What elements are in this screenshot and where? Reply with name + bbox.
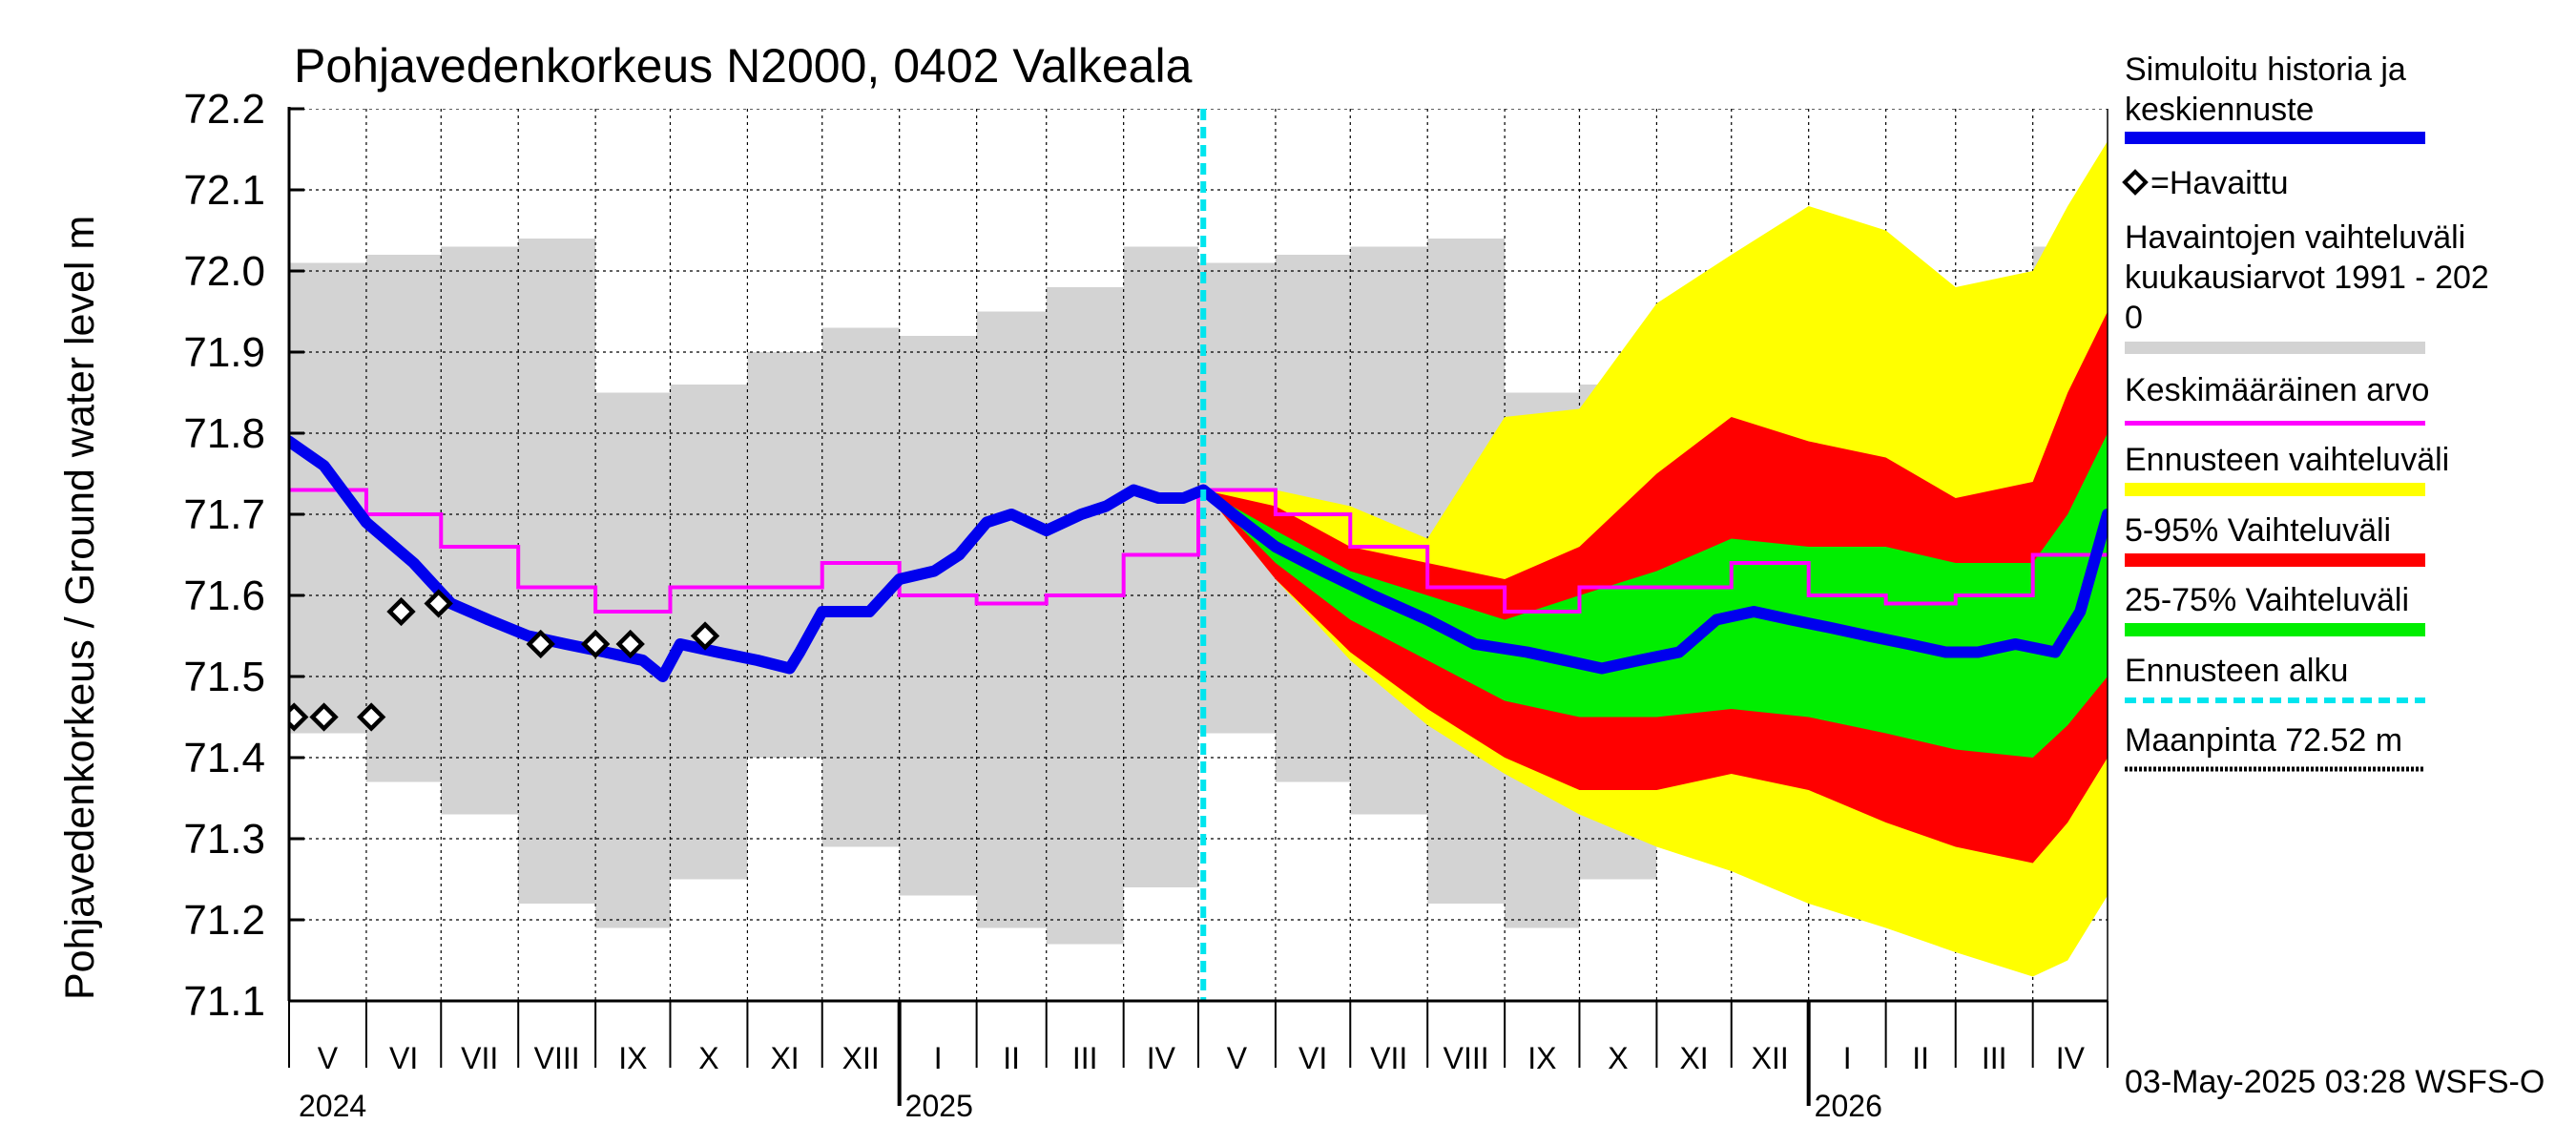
month-label: X <box>1608 1041 1628 1075</box>
y-tick-label: 72.2 <box>183 86 265 133</box>
month-label: XI <box>1679 1041 1708 1075</box>
legend-hist-range-label: kuukausiarvot 1991 - 202 <box>2125 260 2489 296</box>
x-axis: V VI VII VIII IX X XI XII I II III IV V VI VII VIII IX X X… <box>288 109 2109 1123</box>
month-label: VI <box>389 1041 418 1075</box>
timestamp: 03-May-2025 03:28 WSFS-O <box>2125 1064 2545 1100</box>
legend-forecast-range-swatch <box>2125 483 2425 496</box>
legend-mean-label: Keskimääräinen arvo <box>2125 372 2429 408</box>
legend-p5-95-label: 5-95% Vaihteluväli <box>2125 512 2391 549</box>
month-label: V <box>1227 1041 1248 1075</box>
legend: Simuloitu historia ja keskiennuste =Havait… <box>2122 52 2489 772</box>
p25-75-band <box>1203 433 2108 758</box>
month-label: VIII <box>1444 1041 1489 1075</box>
history-range-2024-06 <box>365 255 442 782</box>
mean-line <box>289 488 2108 614</box>
month-label: XI <box>770 1041 799 1075</box>
legend-mean-swatch <box>2125 421 2425 426</box>
y-tick-label: 72.1 <box>183 167 265 214</box>
legend-p5-95-swatch <box>2125 553 2425 567</box>
legend-simulated-swatch <box>2125 132 2425 144</box>
legend-simulated-label: Simuloitu historia ja <box>2125 52 2406 88</box>
history-range-2024-08 <box>518 239 596 904</box>
y-tick-label: 71.4 <box>183 735 265 781</box>
legend-p25-75-swatch <box>2125 623 2425 636</box>
y-tick-label: 71.7 <box>183 491 265 538</box>
month-label: IV <box>2056 1041 2086 1075</box>
observed-point <box>526 629 555 659</box>
observed-point <box>580 629 611 659</box>
plot-area <box>289 109 2108 1001</box>
month-label: XII <box>1752 1041 1789 1075</box>
history-range-2025-01 <box>899 336 977 896</box>
month-label: IX <box>618 1041 647 1075</box>
legend-simulated-label: keskiennuste <box>2125 92 2314 128</box>
month-label: I <box>934 1041 943 1075</box>
month-label: IX <box>1527 1041 1556 1075</box>
month-label: VI <box>1298 1041 1327 1075</box>
y-axis: 71.1 71.2 71.3 71.4 71.5 71.6 71.7 71.8 71.9 72.0… <box>183 86 304 1025</box>
y-axis-label: Pohjavedenkorkeus / Ground water level m <box>57 216 103 1000</box>
y-tick-label: 71.1 <box>183 978 265 1025</box>
observed-point <box>386 596 416 627</box>
legend-hist-range-swatch <box>2125 342 2425 354</box>
y-tick-label: 71.8 <box>183 410 265 457</box>
mean-line-path <box>289 488 2108 614</box>
year-label: 2024 <box>299 1089 366 1123</box>
history-range-2025-04 <box>1123 246 1198 887</box>
month-label: VII <box>461 1041 498 1075</box>
legend-forecast-start-label: Ennusteen alku <box>2125 653 2348 689</box>
legend-forecast-range-label: Ennusteen vaihteluväli <box>2125 442 2449 478</box>
y-tick-label: 71.2 <box>183 897 265 944</box>
month-label: XII <box>842 1041 880 1075</box>
history-range-2024-11 <box>747 352 822 758</box>
history-range-2024-07 <box>441 246 519 815</box>
observed-point <box>690 621 720 651</box>
y-tick-label: 71.6 <box>183 572 265 619</box>
observed-point <box>309 702 339 732</box>
month-label: X <box>698 1041 718 1075</box>
legend-hist-range-label: Havaintojen vaihteluväli <box>2125 219 2465 256</box>
y-tick-label: 71.5 <box>183 654 265 700</box>
history-range-2025-02 <box>976 311 1047 928</box>
month-label: I <box>1843 1041 1852 1075</box>
y-tick-label: 71.9 <box>183 329 265 376</box>
month-label: III <box>1072 1041 1098 1075</box>
y-tick-label: 71.3 <box>183 816 265 863</box>
legend-hist-range-label: 0 <box>2125 300 2143 336</box>
y-tick-label: 72.0 <box>183 248 265 295</box>
legend-observed-label: =Havaittu <box>2150 165 2289 201</box>
year-label: 2025 <box>905 1089 973 1123</box>
observed-point <box>289 702 309 732</box>
month-label: VIII <box>534 1041 580 1075</box>
chart-title: Pohjavedenkorkeus N2000, 0402 Valkeala <box>294 39 1193 93</box>
month-label: IV <box>1147 1041 1176 1075</box>
legend-p25-75-label: 25-75% Vaihteluväli <box>2125 582 2409 618</box>
month-label: VII <box>1370 1041 1407 1075</box>
legend-ground-label: Maanpinta 72.52 m <box>2125 722 2402 759</box>
observed-point <box>356 702 386 732</box>
history-range-2025-03 <box>1046 287 1124 945</box>
observed-point <box>615 629 645 659</box>
observed-points <box>289 589 720 732</box>
observed-point <box>424 589 453 618</box>
month-label: V <box>318 1041 339 1075</box>
month-label: III <box>1982 1041 2007 1075</box>
month-label: II <box>1003 1041 1020 1075</box>
month-label: II <box>1912 1041 1929 1075</box>
legend-observed-symbol <box>2122 169 2149 196</box>
year-label: 2026 <box>1815 1089 1882 1123</box>
